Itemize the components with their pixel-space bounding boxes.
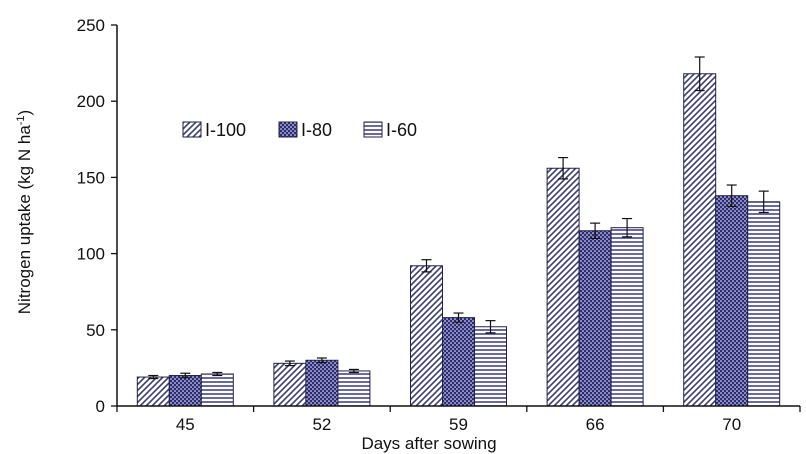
bar-i-80-59	[442, 317, 475, 407]
bar-i-60-59	[474, 326, 507, 407]
bar-i-80-45	[168, 375, 202, 407]
y-tick-label-200: 200	[77, 92, 105, 111]
bar-i-100-70	[683, 73, 717, 407]
x-tick-label-70: 70	[722, 415, 741, 434]
bars-layer	[136, 73, 781, 407]
bar-i-100-45	[136, 376, 170, 407]
bar-i-60-70	[747, 201, 781, 407]
legend-label-i-100: I-100	[205, 120, 246, 140]
bar-i-60-66	[610, 227, 644, 407]
axes-layer: 45 52 59 66 70 0 50 100 150 200 250	[77, 16, 801, 434]
bar-i-100-66	[546, 167, 580, 407]
y-tick-label-50: 50	[86, 321, 105, 340]
x-tick-label-45: 45	[176, 415, 195, 434]
legend: I-100 I-80 I-60	[182, 120, 417, 140]
x-tick-label-59: 59	[449, 415, 468, 434]
x-axis-title: Days after sowing	[361, 434, 496, 453]
legend-swatch-i-100	[182, 121, 202, 138]
bar-i-100-52	[273, 362, 307, 407]
legend-swatch-i-60	[363, 121, 383, 138]
bar-i-80-66	[578, 230, 612, 407]
y-tick-label-100: 100	[77, 245, 105, 264]
legend-label-i-60: I-60	[386, 120, 417, 140]
x-tick-label-66: 66	[586, 415, 605, 434]
legend-swatch-i-80	[278, 121, 298, 138]
bar-i-100-59	[410, 265, 443, 407]
y-axis-title-superscript: -1	[15, 115, 27, 125]
bar-i-60-45	[200, 373, 234, 407]
error-bars-layer	[148, 56, 769, 380]
bar-i-80-70	[715, 195, 749, 407]
y-tick-label-150: 150	[77, 168, 105, 187]
bar-i-60-52	[337, 370, 371, 407]
y-axis-title-close: )	[15, 110, 34, 116]
y-tick-label-250: 250	[77, 16, 105, 35]
x-tick-label-52: 52	[312, 415, 331, 434]
bar-i-80-52	[305, 359, 339, 407]
legend-label-i-80: I-80	[301, 120, 332, 140]
y-tick-label-0: 0	[96, 397, 105, 416]
y-axis-title-main: Nitrogen uptake (kg N ha	[15, 125, 34, 315]
y-axis-title: Nitrogen uptake (kg N ha-1)	[15, 110, 34, 314]
